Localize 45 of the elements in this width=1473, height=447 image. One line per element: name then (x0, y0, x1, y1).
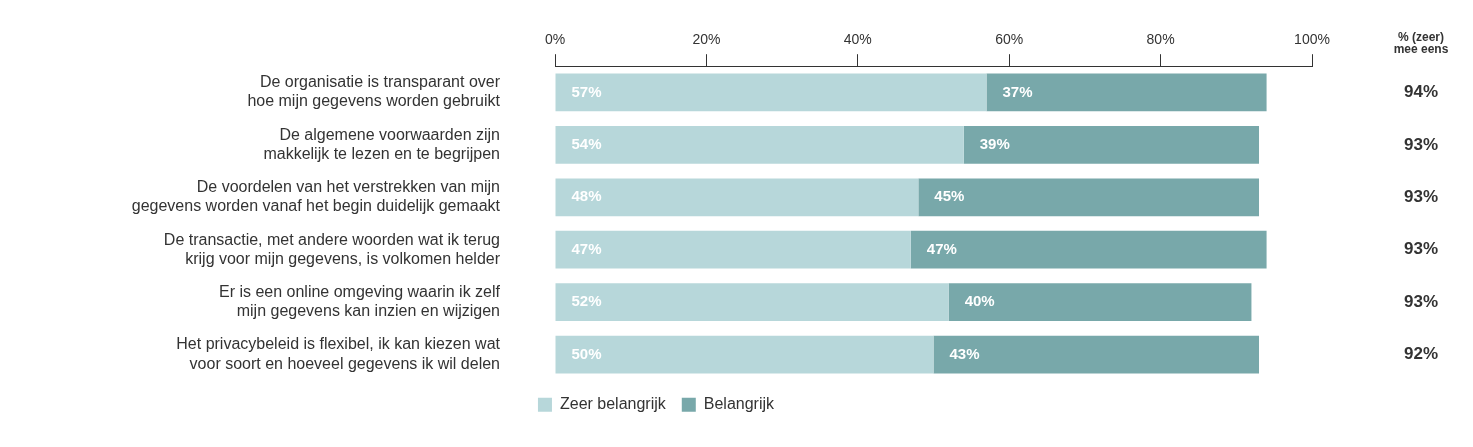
y-tick-label: De transactie, met andere woorden wat ik terug krijg voor mijn gegevens, is volkomen helder (163, 230, 501, 267)
data-label: 52% (571, 292, 602, 310)
bar (555, 283, 949, 322)
text: 93% (1403, 291, 1439, 311)
data-label: 40% (964, 292, 995, 310)
text: 93% (1403, 186, 1439, 206)
bar (948, 283, 1252, 322)
bar (963, 125, 1260, 164)
bar (555, 125, 964, 164)
y-tick-label: De algemene voorwaarden zijn makkelijk te lezen en te begrijpen (263, 125, 500, 162)
bar (555, 335, 934, 374)
text: 93% (1403, 134, 1439, 154)
data-label: 45% (934, 187, 965, 205)
data-label: 48% (571, 187, 602, 205)
y-tick-label: De organisatie is transparant over hoe mijn gegevens worden gebruikt (247, 73, 501, 110)
data-label: 54% (571, 134, 602, 152)
text: % (zeer) mee eens (1393, 30, 1449, 57)
bar (918, 178, 1260, 217)
bar (986, 73, 1267, 112)
bar (555, 230, 911, 269)
x-tick-label: 0% (544, 30, 566, 47)
data-label: 39% (979, 134, 1010, 152)
x-tick-label: 100% (1294, 30, 1330, 47)
x-tick-label: 80% (1146, 30, 1175, 47)
bar (555, 178, 919, 217)
legend-label: Belangrijk (703, 395, 776, 413)
y-tick-label: Het privacybeleid is flexibel, ik kan kiezen wat voor soort en hoeveel gegevens ik wil delen (176, 335, 501, 372)
text: 92% (1403, 344, 1439, 364)
data-label: 43% (949, 344, 980, 362)
data-label: 37% (1002, 82, 1033, 100)
data-label: 47% (571, 239, 602, 257)
data-label: 47% (926, 239, 957, 257)
data-label: 57% (571, 82, 602, 100)
bar (910, 230, 1267, 269)
y-tick-label: De voordelen van het verstrekken van mijn gegevens worden vanaf het begin duidelijk gemaakt (131, 178, 501, 215)
data-label: 50% (571, 344, 602, 362)
x-tick-label: 60% (995, 30, 1024, 47)
bar (555, 73, 987, 112)
legend-label: Zeer belangrijk (559, 395, 667, 413)
text: 94% (1403, 82, 1439, 102)
x-tick-label: 20% (692, 30, 721, 47)
text: 93% (1403, 239, 1439, 259)
x-tick-label: 40% (843, 30, 872, 47)
bar (933, 335, 1260, 374)
y-tick-label: Er is een online omgeving waarin ik zelf mijn gegevens kan inzien en wijzigen (218, 282, 501, 320)
